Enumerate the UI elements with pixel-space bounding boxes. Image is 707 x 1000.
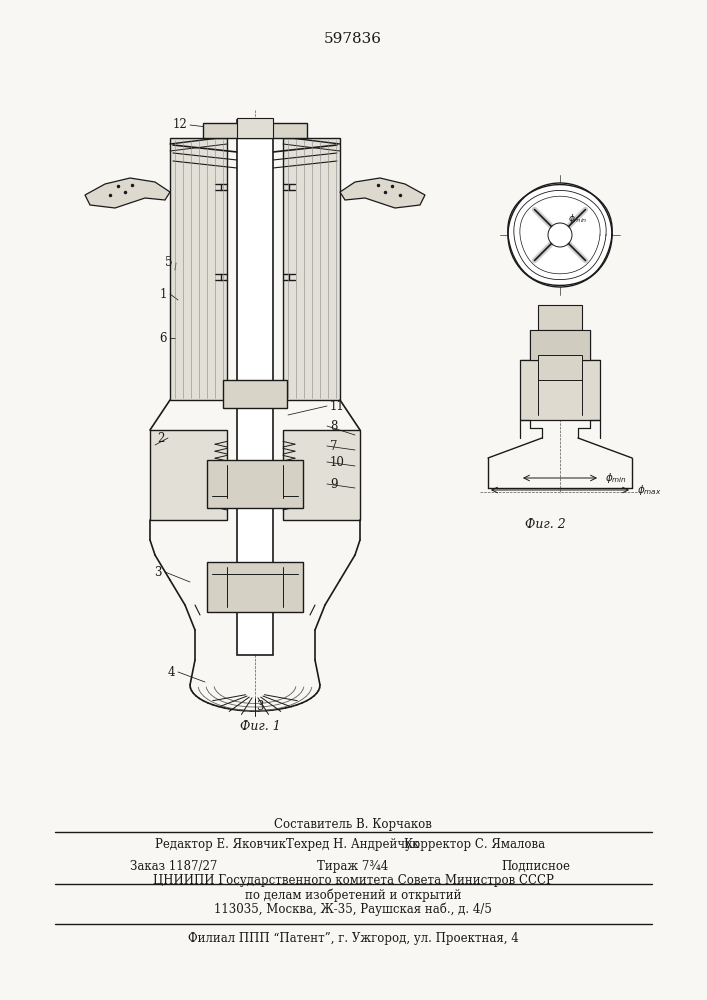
Text: Составитель В. Корчаков: Составитель В. Корчаков: [274, 818, 432, 831]
Bar: [207, 562, 303, 612]
Text: Фиг. 2: Фиг. 2: [525, 518, 566, 531]
Circle shape: [548, 223, 572, 247]
Text: 2: 2: [158, 432, 165, 444]
Text: 5: 5: [165, 256, 173, 269]
Text: Тираж 7¾4: Тираж 7¾4: [317, 860, 389, 873]
Text: 11: 11: [330, 399, 345, 412]
Text: 1: 1: [160, 288, 167, 300]
Bar: [237, 120, 273, 655]
Bar: [538, 355, 582, 380]
Text: Филиал ППП “Патент”, г. Ужгород, ул. Проектная, 4: Филиал ППП “Патент”, г. Ужгород, ул. Про…: [187, 932, 518, 945]
Text: 10: 10: [330, 456, 345, 468]
Text: $\phi_{min}$: $\phi_{min}$: [568, 212, 588, 225]
Text: 9: 9: [330, 478, 337, 490]
Bar: [283, 138, 340, 400]
Text: 4: 4: [168, 666, 175, 678]
Text: 3: 3: [155, 566, 162, 578]
Bar: [520, 360, 600, 420]
Bar: [223, 380, 287, 408]
Text: по делам изобретений и открытий: по делам изобретений и открытий: [245, 888, 461, 902]
Text: 8: 8: [330, 420, 337, 432]
Text: Подписное: Подписное: [501, 860, 570, 873]
Text: ЦНИИПИ Государственного комитета Совета Министров СССР: ЦНИИПИ Государственного комитета Совета …: [153, 874, 554, 887]
Bar: [150, 430, 227, 520]
Text: $\phi_{min}$: $\phi_{min}$: [605, 471, 627, 485]
Text: $\phi_{max}$: $\phi_{max}$: [637, 483, 662, 497]
Bar: [530, 330, 590, 360]
Text: 7: 7: [330, 440, 337, 452]
Bar: [237, 118, 273, 138]
Text: Техред Н. Андрейчук: Техред Н. Андрейчук: [286, 838, 420, 851]
Text: Заказ 1187/27: Заказ 1187/27: [130, 860, 217, 873]
Text: 12: 12: [173, 118, 187, 131]
Polygon shape: [340, 178, 425, 208]
Bar: [170, 138, 227, 400]
Bar: [203, 123, 307, 138]
Text: 3: 3: [256, 700, 264, 713]
Text: 597836: 597836: [324, 32, 382, 46]
Bar: [207, 460, 303, 508]
Text: Корректор С. Ямалова: Корректор С. Ямалова: [404, 838, 545, 851]
Bar: [283, 430, 360, 520]
Text: 113035, Москва, Ж-35, Раушская наб., д. 4/5: 113035, Москва, Ж-35, Раушская наб., д. …: [214, 902, 492, 916]
Bar: [538, 305, 582, 330]
Circle shape: [508, 183, 612, 287]
Text: Фиг. 1: Фиг. 1: [240, 720, 281, 733]
Text: Редактор Е. Яковчик: Редактор Е. Яковчик: [155, 838, 286, 851]
Text: 6: 6: [160, 332, 167, 344]
Polygon shape: [85, 178, 170, 208]
